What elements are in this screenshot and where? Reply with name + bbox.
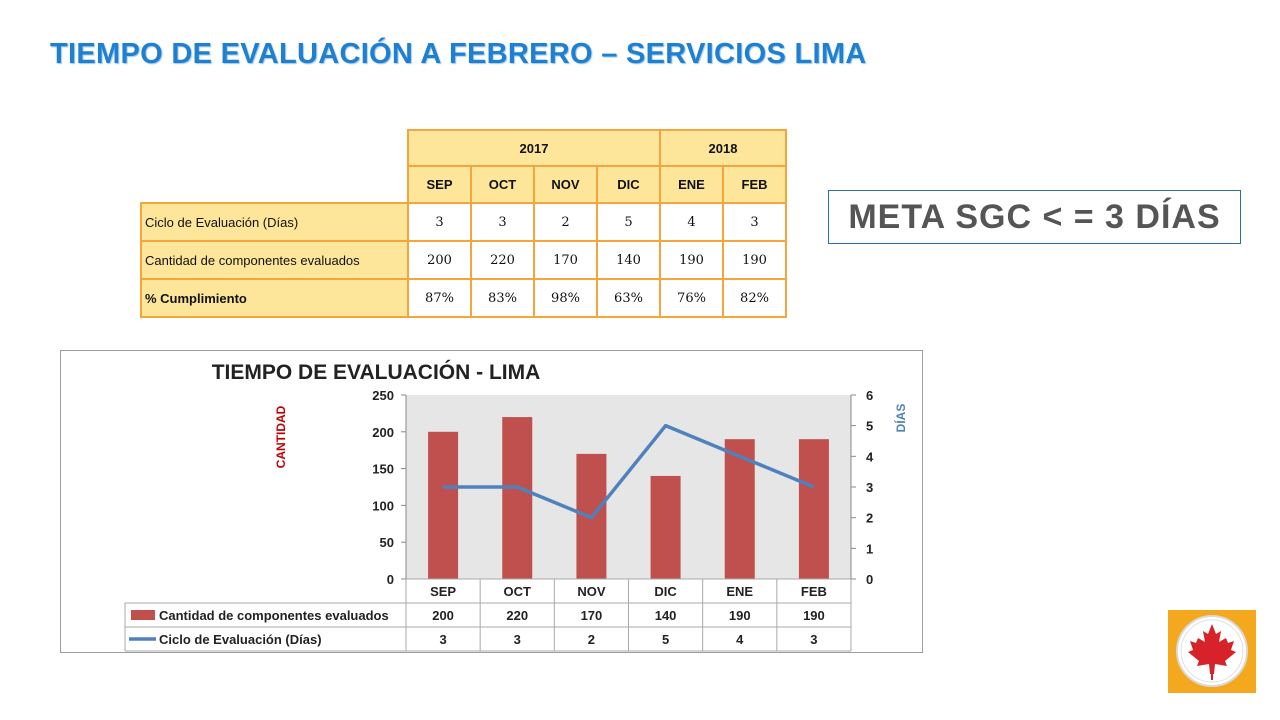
y2-axis-label: DÍAS xyxy=(893,404,908,433)
table-cell: 2 xyxy=(533,202,598,242)
bar xyxy=(650,475,681,579)
x-tick-label: OCT xyxy=(504,584,532,599)
data-label: 140 xyxy=(655,608,677,623)
x-tick-label: NOV xyxy=(577,584,606,599)
table-cell: 3 xyxy=(722,202,787,242)
x-tick-label: DIC xyxy=(654,584,677,599)
table-cell: 5 xyxy=(596,202,661,242)
y2-tick-label: 0 xyxy=(866,572,873,587)
y2-tick-label: 6 xyxy=(866,388,873,403)
y-tick-label: 250 xyxy=(372,388,394,403)
y-tick-label: 100 xyxy=(372,498,394,513)
chart-container: TIEMPO DE EVALUACIÓN - LIMA 0 50 100 150 200 2… xyxy=(60,350,923,653)
month-header-row: SEP OCT NOV DIC ENE FEB xyxy=(141,165,787,204)
bar xyxy=(724,439,755,579)
y2-tick-label: 5 xyxy=(866,419,873,434)
x-tick-label: SEP xyxy=(430,584,456,599)
data-label: 190 xyxy=(803,608,825,623)
data-label: 3 xyxy=(514,632,521,647)
data-label: 200 xyxy=(432,608,454,623)
y2-tick-label: 4 xyxy=(866,449,874,464)
bar xyxy=(798,439,829,579)
table-cell: 63% xyxy=(596,278,661,318)
bar xyxy=(502,417,533,579)
days-line xyxy=(443,423,815,520)
month-header: ENE xyxy=(659,165,724,204)
legend-swatch-bar xyxy=(131,610,155,620)
data-label: 170 xyxy=(581,608,603,623)
table-cell: 4 xyxy=(659,202,724,242)
month-header: OCT xyxy=(470,165,535,204)
page-title: TIEMPO DE EVALUACIÓN A FEBRERO – SERVICI… xyxy=(50,38,867,70)
month-header: NOV xyxy=(533,165,598,204)
data-label: 190 xyxy=(729,608,751,623)
table-cell: 200 xyxy=(407,240,472,280)
table-corner xyxy=(141,166,408,203)
y-tick-label: 150 xyxy=(372,462,394,477)
year-header-row: 2017 2018 xyxy=(141,129,787,167)
maple-leaf-logo xyxy=(1168,610,1256,693)
data-label: 2 xyxy=(588,632,595,647)
y2-tick-label: 3 xyxy=(866,480,873,495)
x-tick-label: ENE xyxy=(726,584,753,599)
table-row: Cantidad de componentes evaluados 200 220 1… xyxy=(140,240,787,280)
legend-label: Cantidad de componentes evaluados xyxy=(159,608,389,623)
y2-tick-label: 2 xyxy=(866,511,873,526)
month-header: FEB xyxy=(722,165,787,204)
data-label: 4 xyxy=(736,632,744,647)
legend-label: Ciclo de Evaluación (Días) xyxy=(159,632,322,647)
table-cell: 190 xyxy=(722,240,787,280)
table-cell: 140 xyxy=(596,240,661,280)
month-header: SEP xyxy=(407,165,472,204)
table-cell: 83% xyxy=(470,278,535,318)
year-header: 2018 xyxy=(659,129,787,167)
y-axis-label: CANTIDAD xyxy=(274,405,288,468)
table-cell: 82% xyxy=(722,278,787,318)
data-label: 220 xyxy=(506,608,528,623)
x-tick-label: FEB xyxy=(801,584,827,599)
table-cell: 98% xyxy=(533,278,598,318)
summary-table: 2017 2018 SEP OCT NOV DIC ENE FEB Ciclo de Eva… xyxy=(140,129,787,318)
data-label: 3 xyxy=(810,632,817,647)
row-label: Ciclo de Evaluación (Días) xyxy=(140,202,409,242)
table-row: Ciclo de Evaluación (Días) 3 3 2 5 4 3 xyxy=(140,202,787,242)
y-tick-label: 0 xyxy=(387,572,394,587)
y-tick-label: 200 xyxy=(372,425,394,440)
table-cell: 170 xyxy=(533,240,598,280)
year-header: 2017 xyxy=(407,129,661,167)
table-cell: 3 xyxy=(407,202,472,242)
bar xyxy=(428,431,459,579)
data-label: 5 xyxy=(662,632,669,647)
maple-leaf-icon xyxy=(1176,615,1248,687)
data-label: 3 xyxy=(439,632,446,647)
y2-tick-label: 1 xyxy=(866,541,873,556)
table-cell: 87% xyxy=(407,278,472,318)
table-cell: 76% xyxy=(659,278,724,318)
chart-svg: TIEMPO DE EVALUACIÓN - LIMA0501001502002… xyxy=(124,360,908,652)
table-row: % Cumplimiento 87% 83% 98% 63% 76% 82% xyxy=(140,278,787,318)
chart-title: TIEMPO DE EVALUACIÓN - LIMA xyxy=(212,360,541,384)
row-label: Cantidad de componentes evaluados xyxy=(140,240,409,280)
meta-goal-box: META SGC < = 3 DÍAS xyxy=(828,190,1241,244)
row-label: % Cumplimiento xyxy=(140,278,409,318)
table-cell: 3 xyxy=(470,202,535,242)
month-header: DIC xyxy=(596,165,661,204)
table-corner xyxy=(141,130,408,166)
table-cell: 190 xyxy=(659,240,724,280)
table-cell: 220 xyxy=(470,240,535,280)
y-tick-label: 50 xyxy=(380,535,394,550)
